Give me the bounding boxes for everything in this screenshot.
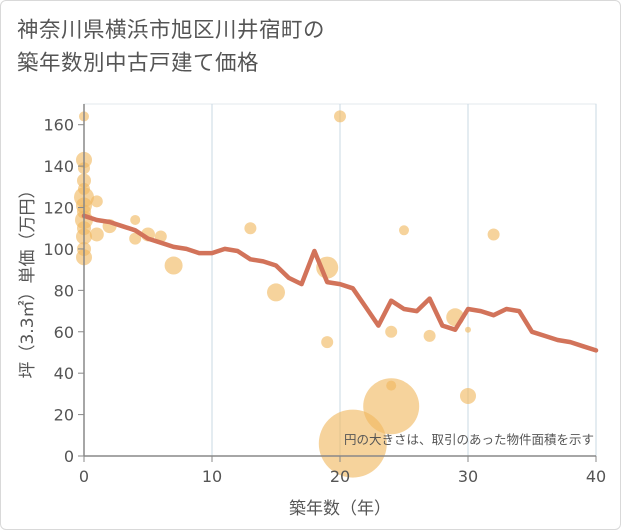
y-tick-label: 160 xyxy=(43,116,74,135)
data-bubble xyxy=(318,409,387,478)
x-tick-label: 30 xyxy=(458,467,478,486)
data-bubble xyxy=(90,195,103,208)
x-tick-label: 40 xyxy=(586,467,606,486)
y-tick-label: 0 xyxy=(64,447,74,466)
chart-title-line-2: 築年数別中古戸建て価格 xyxy=(17,51,260,76)
x-tick-label: 0 xyxy=(79,467,89,486)
data-bubble xyxy=(321,336,334,349)
data-bubble xyxy=(399,225,409,236)
y-tick-label: 60 xyxy=(54,323,74,342)
y-tick-label: 80 xyxy=(54,281,74,300)
data-bubble xyxy=(334,110,346,123)
y-tick-label: 120 xyxy=(43,199,74,218)
data-bubble xyxy=(267,283,285,302)
axis-layer: 0 20 40 60 80 100 120 140 160 0 10 20 30 40 xyxy=(43,104,606,486)
data-bubble xyxy=(487,228,500,241)
data-bubble xyxy=(363,378,420,435)
x-tick-label: 20 xyxy=(330,467,350,486)
data-bubble xyxy=(130,214,141,225)
data-bubble xyxy=(385,325,398,338)
x-axis-title: 築年数（年） xyxy=(289,499,391,519)
bubble-layer xyxy=(74,110,500,478)
y-tick-label: 20 xyxy=(54,406,74,425)
line-layer xyxy=(81,213,599,353)
data-bubble xyxy=(164,256,183,275)
grid-layer xyxy=(83,103,597,457)
data-bubble xyxy=(129,232,142,245)
data-bubble xyxy=(423,329,436,342)
y-tick-label: 40 xyxy=(54,364,74,383)
chart-title-line-1: 神奈川県横浜市旭区川井宿町の xyxy=(17,18,326,43)
chart-title: 神奈川県横浜市旭区川井宿町の 築年数別中古戸建て価格 xyxy=(17,14,325,80)
data-bubble xyxy=(89,227,104,242)
data-bubble xyxy=(244,222,257,235)
x-tick-label: 10 xyxy=(202,467,222,486)
y-tick-label: 100 xyxy=(43,240,74,259)
data-bubble xyxy=(465,326,471,333)
average-price-line xyxy=(81,213,599,353)
bubble-size-note: 円の大きさは、取引のあった物件面積を示す xyxy=(344,432,594,447)
data-bubble xyxy=(386,380,397,391)
y-axis-title: 坪（3.3㎡）単価（万円） xyxy=(18,181,38,378)
data-bubble xyxy=(460,387,476,404)
y-tick-label: 140 xyxy=(43,157,74,176)
